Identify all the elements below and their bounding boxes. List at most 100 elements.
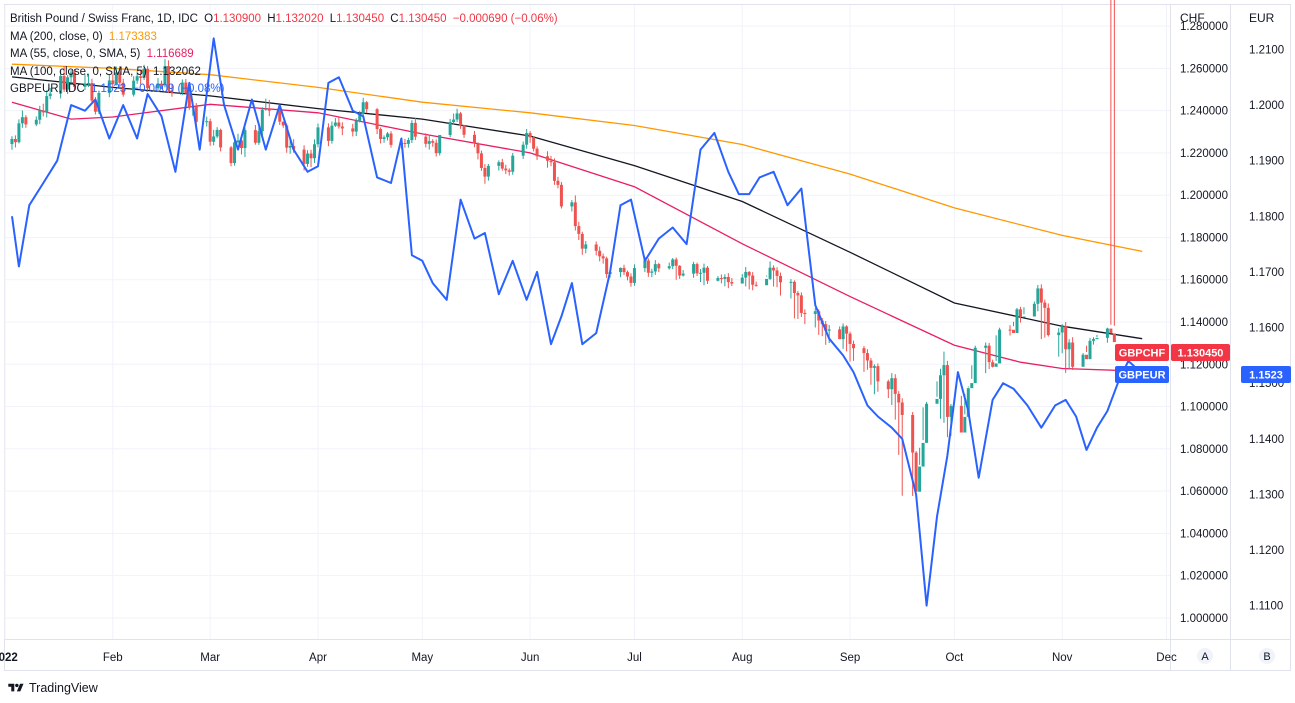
candle: [229, 145, 233, 167]
scale-button-a-bg[interactable]: [1197, 648, 1213, 664]
candle-body: [243, 130, 247, 149]
candle-body: [674, 259, 678, 266]
candle-body: [1091, 339, 1095, 341]
candle-body: [187, 92, 191, 107]
candle-body: [170, 90, 174, 93]
legend-ma55-label[interactable]: MA (55, close, 0, SMA, 5): [10, 48, 141, 60]
candle-body: [1039, 288, 1043, 303]
candle: [146, 66, 150, 91]
candle: [17, 119, 21, 144]
candle: [650, 268, 654, 278]
candle-body: [309, 153, 313, 159]
candle: [208, 118, 212, 146]
scale-button-a[interactable]: A: [1197, 648, 1213, 664]
candle-body: [459, 113, 463, 126]
candle-body: [730, 282, 734, 284]
candle: [267, 99, 271, 117]
scale-button-a-label[interactable]: A: [1201, 651, 1209, 663]
candle: [257, 126, 261, 145]
scale-button-b[interactable]: B: [1259, 648, 1275, 664]
footer-brand-text[interactable]: TradingView: [29, 681, 98, 695]
candle-body: [1112, 333, 1116, 343]
candle-body: [535, 148, 539, 157]
candle: [925, 401, 929, 443]
candle-body: [1064, 326, 1068, 350]
candle-body: [212, 136, 216, 142]
candle-body: [118, 72, 122, 83]
candle-body: [215, 129, 219, 137]
candle-body: [619, 267, 623, 273]
candle: [20, 110, 24, 128]
candle: [427, 135, 431, 150]
legend-ma55-row[interactable]: MA (55, close, 0, SMA, 5) 1.116689: [10, 46, 561, 64]
candle-body: [1022, 316, 1026, 318]
legend-ma200-row[interactable]: MA (200, close, 0) 1.173383: [10, 29, 561, 47]
candle-body: [740, 277, 744, 284]
candle-body: [991, 362, 995, 367]
candle-body: [532, 137, 536, 149]
candle: [507, 168, 511, 176]
candle-body: [59, 76, 63, 94]
candle-body: [288, 145, 292, 148]
candle-body: [556, 180, 560, 185]
candle: [83, 74, 87, 90]
legend-symbol-name[interactable]: British Pound / Swiss Franc, 1D, IDC: [10, 13, 198, 25]
footer[interactable]: TradingView: [7, 681, 98, 695]
candle: [730, 278, 734, 287]
legend-ma100-value: 1.132062: [152, 65, 201, 78]
candle-body: [622, 267, 626, 273]
candle: [479, 150, 483, 171]
scale-button-b-label[interactable]: B: [1263, 651, 1270, 663]
candle: [337, 117, 341, 129]
tradingview-logo-icon[interactable]: [7, 682, 25, 694]
candle-body: [869, 360, 873, 368]
candle-body: [438, 134, 442, 154]
legend-main-row[interactable]: British Pound / Swiss Franc, 1D, IDC O1.…: [10, 11, 561, 29]
candle: [452, 113, 456, 125]
candle: [1105, 327, 1109, 343]
candle: [716, 276, 720, 282]
candle-body: [511, 155, 515, 172]
candle-body: [747, 271, 751, 276]
candle-body: [657, 264, 661, 269]
candle: [521, 141, 525, 159]
chart-legend: British Pound / Swiss Franc, 1D, IDC O1.…: [10, 11, 561, 99]
candle: [594, 241, 598, 256]
candle-body: [448, 122, 452, 135]
candle: [740, 274, 744, 284]
candle: [838, 326, 842, 340]
time-tick-label: Apr: [309, 652, 327, 664]
candle: [361, 97, 365, 118]
candle: [938, 368, 942, 419]
candle: [792, 280, 796, 319]
candle-body: [998, 329, 1002, 364]
legend-ma200-label[interactable]: MA (200, close, 0): [10, 30, 103, 43]
candle-body: [584, 244, 588, 249]
candle: [1057, 328, 1061, 357]
candle: [744, 267, 748, 287]
legend-compare-label[interactable]: GBPEUR, IDC: [10, 83, 85, 95]
scale-button-b-bg[interactable]: [1259, 648, 1275, 664]
legend-high-value: 1.132020: [275, 13, 324, 25]
candle: [580, 231, 584, 255]
legend-ma100-row[interactable]: MA (100, close, 0, SMA, 5) 1.132062: [10, 64, 561, 82]
candle-body: [799, 295, 803, 313]
candle-body: [646, 260, 650, 273]
candle-body: [768, 267, 772, 279]
candle: [646, 258, 650, 277]
legend-ma100-label[interactable]: MA (100, close, 0, SMA, 5): [10, 65, 147, 78]
candle-body: [716, 278, 720, 281]
candle-body: [86, 82, 90, 84]
candle-body: [62, 76, 66, 90]
candle: [1032, 301, 1036, 317]
candle-body: [486, 165, 490, 177]
candle-body: [984, 345, 988, 348]
candle: [779, 272, 783, 296]
candle-body: [340, 126, 344, 129]
candle-body: [726, 276, 730, 283]
candle: [959, 395, 963, 433]
candle: [848, 331, 852, 362]
legend-compare-row[interactable]: GBPEUR, IDC 1.1523 −0.0009 (−0.08%): [10, 81, 561, 99]
candle-body: [775, 270, 779, 276]
